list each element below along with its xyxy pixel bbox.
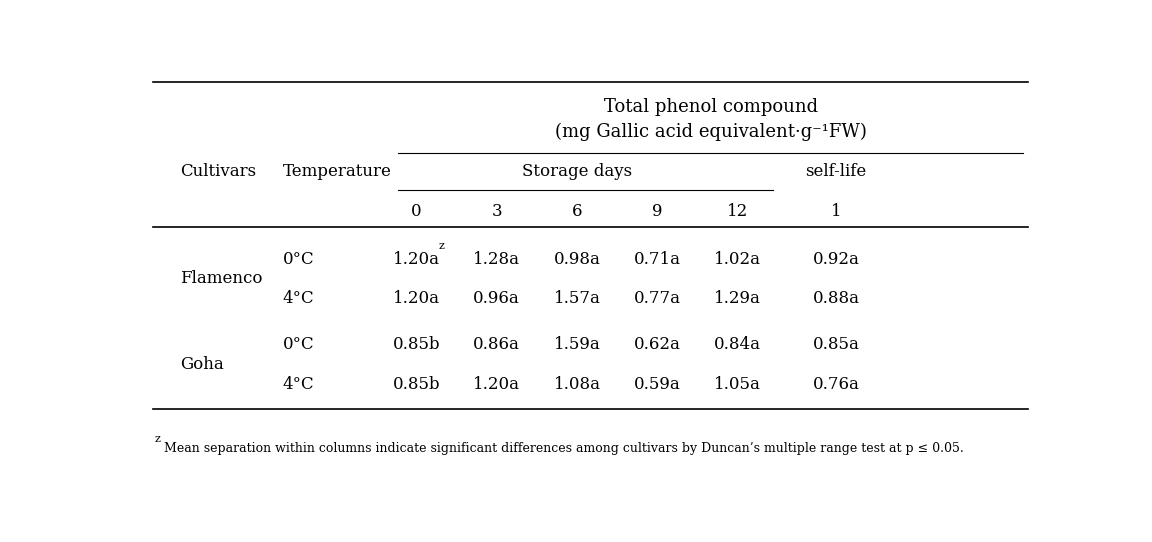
Text: Goha: Goha [180,356,223,373]
Text: 0.62a: 0.62a [634,336,681,353]
Text: 0.84a: 0.84a [714,336,761,353]
Text: 0.71a: 0.71a [634,250,681,268]
Text: 6: 6 [571,203,582,220]
Text: 1.29a: 1.29a [714,291,761,307]
Text: 0.59a: 0.59a [634,376,681,393]
Text: 0.86a: 0.86a [473,336,520,353]
Text: 12: 12 [727,203,749,220]
Text: 9: 9 [652,203,662,220]
Text: 0.88a: 0.88a [812,291,859,307]
Text: 0.76a: 0.76a [812,376,859,393]
Text: z: z [439,241,445,250]
Text: 1.08a: 1.08a [553,376,600,393]
Text: 1.57a: 1.57a [554,291,600,307]
Text: Mean separation within columns indicate significant differences among cultivars : Mean separation within columns indicate … [164,442,963,455]
Text: self-life: self-life [805,163,866,180]
Text: 1.20a: 1.20a [393,250,440,268]
Text: 0°C: 0°C [282,336,314,353]
Text: z: z [154,434,160,443]
Text: 1.05a: 1.05a [714,376,761,393]
Text: 0.85a: 0.85a [812,336,859,353]
Text: Temperature: Temperature [282,163,392,180]
Text: 0.77a: 0.77a [634,291,681,307]
Text: Storage days: Storage days [522,163,632,180]
Text: (mg Gallic acid equivalent·g⁻¹FW): (mg Gallic acid equivalent·g⁻¹FW) [555,122,866,141]
Text: 1.59a: 1.59a [554,336,600,353]
Text: 1: 1 [831,203,841,220]
Text: 4°C: 4°C [282,291,314,307]
Text: 0.92a: 0.92a [812,250,859,268]
Text: 0.85b: 0.85b [393,336,440,353]
Text: 0.98a: 0.98a [554,250,600,268]
Text: 0.85b: 0.85b [393,376,440,393]
Text: 0: 0 [411,203,422,220]
Text: Total phenol compound: Total phenol compound [604,98,818,116]
Text: 3: 3 [492,203,502,220]
Text: 0.96a: 0.96a [473,291,520,307]
Text: 1.02a: 1.02a [714,250,761,268]
Text: Flamenco: Flamenco [180,270,263,287]
Text: 1.28a: 1.28a [473,250,521,268]
Text: 0°C: 0°C [282,250,314,268]
Text: 4°C: 4°C [282,376,314,393]
Text: Cultivars: Cultivars [180,163,256,180]
Text: 1.20a: 1.20a [393,291,440,307]
Text: 1.20a: 1.20a [473,376,521,393]
